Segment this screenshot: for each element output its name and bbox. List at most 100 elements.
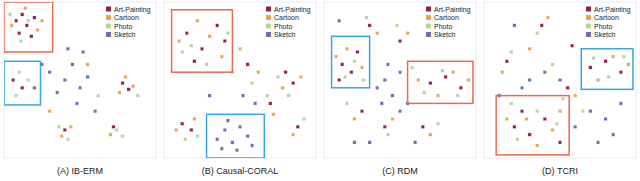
point xyxy=(205,63,208,66)
legend-entry: Photo xyxy=(106,23,132,30)
point xyxy=(193,117,196,120)
point xyxy=(302,117,305,120)
point xyxy=(436,94,439,97)
panel-title: (B) Causal-CORAL xyxy=(202,166,279,176)
panel: Art-PaintingCartoonPhotoSketch (B) Causal… xyxy=(164,2,316,176)
highlight-box xyxy=(207,114,265,158)
point xyxy=(604,60,607,63)
point xyxy=(528,133,531,136)
point xyxy=(226,32,229,35)
point xyxy=(196,134,199,137)
point xyxy=(444,75,447,78)
point xyxy=(353,141,356,144)
point xyxy=(398,110,401,113)
point xyxy=(338,19,341,22)
point xyxy=(360,110,363,113)
point xyxy=(292,133,295,136)
legend-swatch xyxy=(586,15,591,20)
point xyxy=(456,94,459,97)
legend-label: Sketch xyxy=(594,31,616,38)
point xyxy=(581,110,584,113)
point xyxy=(627,63,630,66)
point xyxy=(11,78,14,81)
point xyxy=(250,81,253,84)
point xyxy=(127,88,130,91)
point xyxy=(75,102,78,105)
point xyxy=(226,119,229,122)
point xyxy=(14,94,17,97)
legend: Art-PaintingCartoonPhotoSketch xyxy=(586,6,631,39)
series xyxy=(501,16,631,147)
highlight-box xyxy=(496,96,569,155)
point xyxy=(376,86,379,89)
point xyxy=(592,56,595,59)
point xyxy=(383,125,386,128)
point xyxy=(362,78,365,81)
highlight-box xyxy=(332,36,370,87)
point xyxy=(48,71,51,74)
panel-title: (A) IB-ERM xyxy=(57,166,103,176)
highlight-box xyxy=(408,61,473,103)
point xyxy=(30,35,33,38)
point xyxy=(345,47,348,50)
point xyxy=(287,94,290,97)
legend-entry: Cartoon xyxy=(106,14,139,21)
point xyxy=(383,78,386,81)
point xyxy=(520,86,523,89)
point xyxy=(365,16,368,19)
point xyxy=(69,125,72,128)
point xyxy=(513,24,516,27)
panel-title: (D) TCRI xyxy=(542,166,578,176)
point xyxy=(97,94,100,97)
point xyxy=(350,71,353,74)
point xyxy=(596,141,599,144)
legend-swatch xyxy=(106,32,111,37)
highlight-box xyxy=(4,2,53,52)
point xyxy=(353,117,356,120)
point xyxy=(208,94,211,97)
panel: Art-PaintingCartoonPhotoSketch(A) IB-ERM xyxy=(4,2,156,176)
point xyxy=(292,81,295,84)
point xyxy=(612,55,615,58)
legend-swatch xyxy=(426,15,431,20)
point xyxy=(86,75,89,78)
point xyxy=(429,81,432,84)
point xyxy=(24,7,27,10)
point xyxy=(60,134,63,137)
point xyxy=(551,63,554,66)
series xyxy=(8,13,139,141)
point xyxy=(174,128,177,131)
legend-swatch xyxy=(426,24,431,29)
point xyxy=(66,47,69,50)
series xyxy=(338,19,417,144)
legend-label: Sketch xyxy=(274,31,296,38)
point xyxy=(406,32,409,35)
point xyxy=(607,75,610,78)
point xyxy=(441,69,444,72)
point xyxy=(589,66,592,69)
plot-frame xyxy=(4,2,156,158)
point xyxy=(193,60,196,63)
plot-area xyxy=(172,10,306,158)
point xyxy=(520,110,523,113)
point xyxy=(619,102,622,105)
point xyxy=(254,102,257,105)
point xyxy=(18,71,21,74)
highlight-box xyxy=(172,10,233,72)
legend-label: Cartoon xyxy=(274,14,299,21)
point xyxy=(33,16,36,19)
point xyxy=(223,128,226,131)
highlight-box xyxy=(4,61,40,105)
point xyxy=(344,75,347,78)
point xyxy=(525,117,528,120)
point xyxy=(223,39,226,42)
legend-swatch xyxy=(106,15,111,20)
point xyxy=(246,134,249,137)
point xyxy=(220,147,223,150)
plot-frame xyxy=(164,2,316,158)
legend: Art-PaintingCartoonPhotoSketch xyxy=(266,6,311,39)
series xyxy=(174,19,302,136)
point xyxy=(386,133,389,136)
point xyxy=(391,94,394,97)
point xyxy=(94,110,97,113)
